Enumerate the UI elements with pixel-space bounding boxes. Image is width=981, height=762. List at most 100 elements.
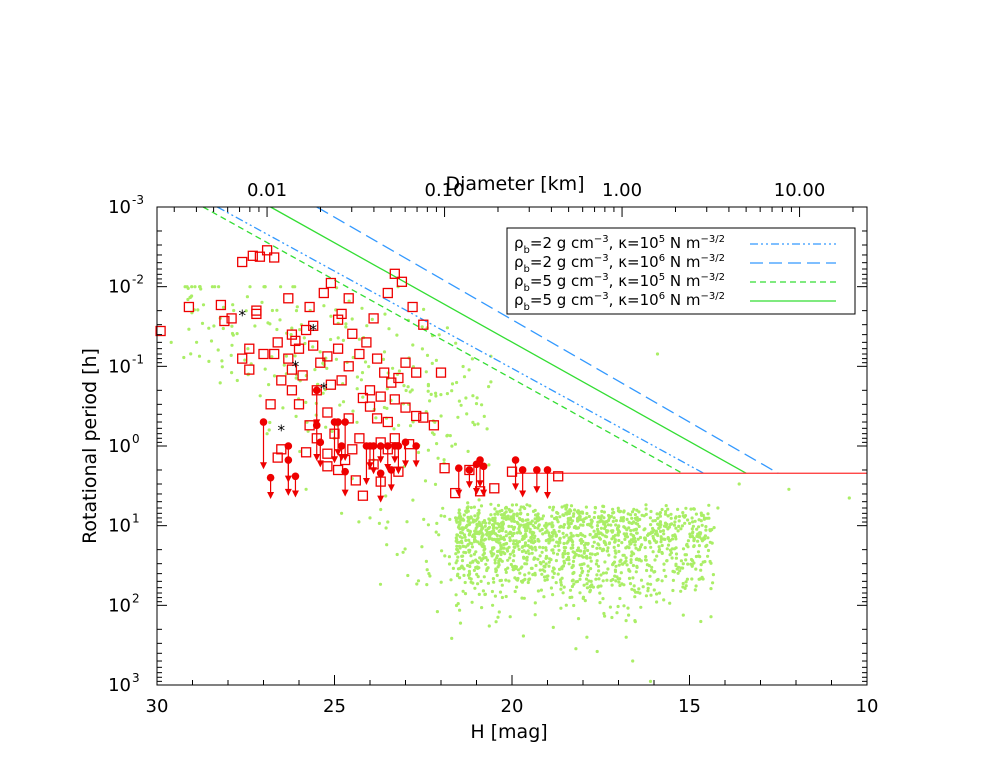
background-point [695,527,699,531]
measured-point [411,410,422,422]
background-point [507,524,511,529]
background-point [699,563,703,567]
background-point [686,545,690,549]
background-point [669,551,674,555]
background-point [459,518,463,522]
background-points-layer [169,285,851,684]
background-point [554,559,559,563]
y-tick-label: 10 [108,356,131,377]
background-point [462,573,466,578]
background-point [627,546,631,550]
legend-text-part: N m [665,253,700,271]
upper-limit-marker [383,442,392,450]
upper-limit-marker [337,442,346,450]
background-point [632,584,636,588]
background-point [572,570,576,575]
background-point [603,521,607,525]
background-point [425,353,430,357]
background-point [551,538,555,542]
background-point [382,350,387,354]
background-point [456,516,461,520]
background-point [611,519,615,524]
star-point: * [320,380,328,398]
background-point [504,594,508,599]
background-point [435,442,439,446]
background-point [487,385,491,389]
background-point [458,566,462,571]
background-point [397,423,401,427]
background-point [504,505,508,509]
background-point [560,576,564,580]
background-point [571,534,575,538]
background-point [460,559,465,563]
upper-limit-arrow [341,489,349,497]
background-point [455,544,459,548]
background-point [196,308,200,312]
background-point [322,304,326,308]
background-point [566,526,570,530]
background-point [458,512,462,516]
background-point [584,577,589,581]
background-point [618,583,622,588]
background-point [503,552,507,556]
background-point [230,324,234,328]
background-point [516,522,520,526]
background-point [559,587,563,591]
upper-limit-point [518,466,527,498]
background-point [272,374,277,378]
background-point [616,506,620,510]
background-point [499,513,504,517]
background-point [311,345,315,349]
background-point [306,429,310,433]
spin-limit-line [316,206,779,474]
upper-limit-marker [376,469,385,478]
background-point [325,366,329,370]
background-point [532,557,536,561]
upper-limit-arrow [384,463,392,471]
background-point [538,554,542,558]
background-point [601,533,605,537]
background-point [520,580,525,584]
background-point [564,511,568,515]
background-point [603,534,607,538]
background-point [622,583,626,587]
background-point [566,519,570,524]
background-point [212,324,216,328]
background-point [510,534,515,538]
background-point [510,525,514,529]
background-point [582,551,586,555]
measured-point [343,293,354,304]
background-point [246,347,250,351]
background-point [485,528,489,532]
background-point [387,327,391,331]
background-point [655,512,659,516]
background-point [652,570,656,574]
background-point [571,514,576,518]
background-point [484,521,488,525]
background-point [572,582,576,586]
background-point [454,603,459,608]
background-point [586,569,591,573]
measured-point [489,483,500,494]
background-point [268,322,272,326]
background-point [577,554,581,558]
legend-text-part: −3 [594,272,609,283]
background-point [564,603,568,607]
background-point [469,577,473,581]
background-point [496,503,501,507]
background-point [355,387,359,391]
background-point [679,527,683,531]
background-point [612,545,616,550]
background-point [304,400,308,404]
background-point [450,382,455,386]
background-point [509,515,513,519]
background-point [426,382,430,387]
background-point [588,556,592,560]
background-point [340,511,344,515]
background-point [622,525,626,529]
measured-point [435,367,447,378]
background-point [552,551,556,555]
background-point [611,535,616,539]
background-point [217,285,221,289]
background-point [210,285,214,289]
